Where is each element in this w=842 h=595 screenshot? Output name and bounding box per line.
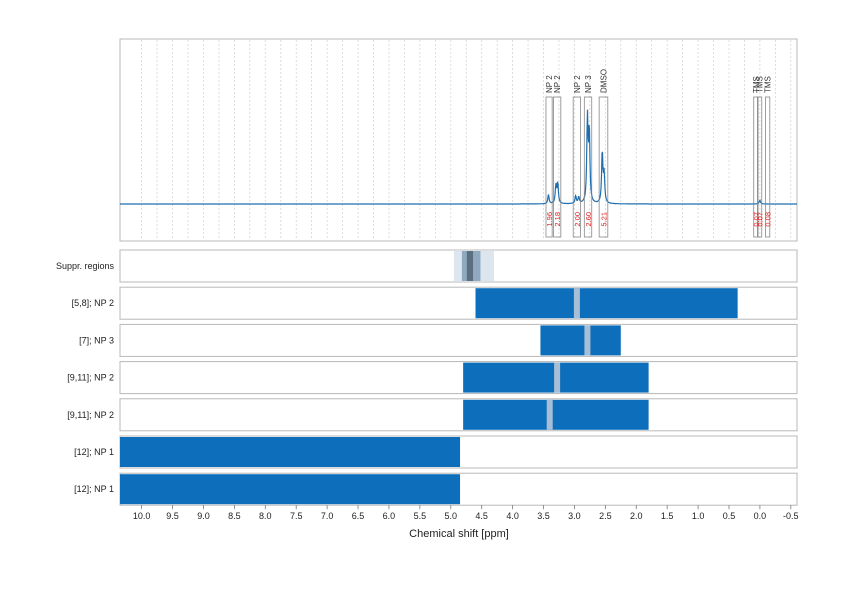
x-tick-label-14: 3.0: [568, 511, 581, 521]
suppr-row-label: Suppr. regions: [56, 261, 115, 271]
suppr-band-inner: [466, 251, 474, 281]
range-bar-4: [120, 437, 461, 467]
range-row-frame-1: [119, 323, 798, 357]
range-rows-panel: Suppr. regions [5,8]; NP 2 [7]; NP 3 [9,11]…: [56, 249, 798, 506]
x-tick-label-7: 6.5: [352, 511, 365, 521]
x-tick-label-0: 10.0: [133, 511, 151, 521]
peak-box-0: [545, 96, 553, 238]
range-bar-5: [120, 474, 461, 505]
x-tick-label-21: -0.5: [783, 511, 799, 521]
x-tick-label-19: 0.5: [723, 511, 736, 521]
x-tick-label-15: 2.5: [599, 511, 612, 521]
peak-box-6: [757, 96, 763, 238]
peak-box-1: [553, 96, 562, 238]
range-bar-1: [540, 325, 621, 356]
x-tick-label-20: 0.0: [754, 511, 767, 521]
range-row-label-4: [12]; NP 1: [74, 447, 114, 457]
peak-label-1: NP 2: [553, 75, 562, 93]
peak-box-5: [753, 96, 759, 238]
x-tick-label-3: 8.5: [228, 511, 241, 521]
x-tick-label-9: 5.5: [414, 511, 427, 521]
x-tick-label-13: 3.5: [537, 511, 550, 521]
peak-integral-2: 2.00: [573, 212, 582, 227]
range-row-label-2: [9,11]; NP 2: [67, 373, 114, 383]
peak-label-3: NP 3: [584, 75, 593, 93]
range-marker-3: [546, 399, 553, 430]
range-bar-0: [475, 288, 738, 319]
range-marker-1: [584, 325, 591, 356]
peak-box-2: [572, 96, 582, 238]
x-tick-label-5: 7.5: [290, 511, 303, 521]
x-tick-label-8: 6.0: [383, 511, 396, 521]
x-tick-label-12: 4.0: [506, 511, 519, 521]
peak-label-4: DMSO: [599, 69, 608, 93]
peak-integral-5: 0.07: [752, 212, 761, 227]
x-axis-label: Chemical shift [ppm]: [409, 528, 509, 540]
range-row-frame-2: [119, 361, 798, 395]
range-row-label-5: [12]; NP 1: [74, 484, 114, 494]
peak-integral-4: 5.21: [599, 212, 608, 227]
x-tick-label-11: 4.5: [475, 511, 488, 521]
peak-integral-0: 1.96: [545, 212, 554, 227]
spectrum-panel: NP 2 1.96 NP 2 2.18 NP 2 2.00 NP 3 2.60 DMSO 5.21…: [119, 38, 798, 242]
peak-integral-6: 0.07: [756, 212, 765, 227]
peak-label-7: TMS: [764, 76, 773, 93]
x-tick-label-4: 8.0: [259, 511, 272, 521]
peak-box-7: [765, 96, 771, 238]
x-tick-label-17: 1.5: [661, 511, 674, 521]
peak-integral-3: 2.60: [584, 212, 593, 227]
range-bar-3: [463, 399, 649, 430]
peak-label-2: NP 2: [573, 75, 582, 93]
x-tick-label-10: 5.0: [445, 511, 458, 521]
range-row-label-0: [5,8]; NP 2: [72, 298, 114, 308]
x-tick-label-2: 9.0: [197, 511, 210, 521]
x-axis: Chemical shift [ppm] 10.0 9.5 9.0 8.5 8.0 7.5…: [133, 505, 799, 540]
spectrum-frame: [119, 38, 798, 242]
range-row-frame-3: [119, 398, 798, 432]
range-marker-0: [573, 288, 580, 319]
x-tick-label-1: 9.5: [166, 511, 179, 521]
peak-integral-1: 2.18: [553, 212, 562, 227]
x-tick-label-6: 7.0: [321, 511, 334, 521]
range-row-label-1: [7]; NP 3: [79, 335, 114, 345]
x-tick-label-16: 2.0: [630, 511, 643, 521]
x-tick-label-18: 1.0: [692, 511, 705, 521]
range-marker-2: [554, 362, 561, 393]
peak-box-3: [583, 96, 593, 238]
spectrum-trace: [120, 109, 797, 205]
peak-label-6: TMS: [756, 76, 765, 93]
peak-label-0: NP 2: [545, 75, 554, 93]
range-row-label-3: [9,11]; NP 2: [67, 410, 114, 420]
peak-label-5: TMS: [752, 76, 761, 93]
peak-box-4: [598, 96, 609, 238]
peak-integral-7: 0.08: [764, 212, 773, 227]
